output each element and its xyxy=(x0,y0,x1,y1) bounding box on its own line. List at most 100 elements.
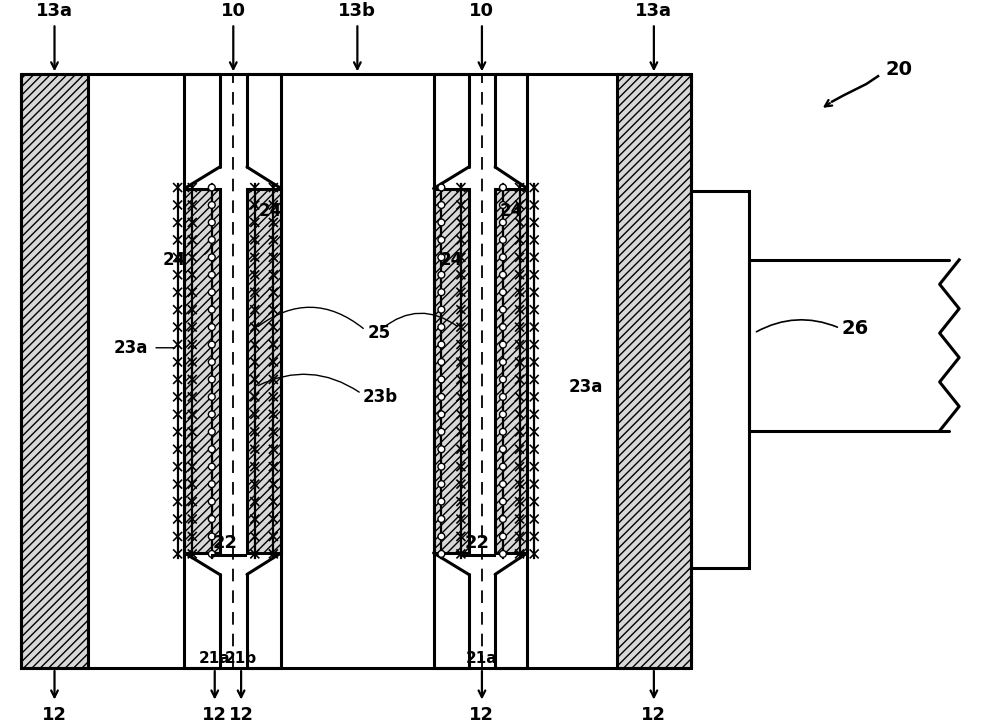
Circle shape xyxy=(500,271,506,278)
Text: 25: 25 xyxy=(367,324,391,342)
Circle shape xyxy=(208,306,215,313)
Circle shape xyxy=(438,428,445,435)
Circle shape xyxy=(438,184,445,191)
Circle shape xyxy=(438,393,445,401)
Circle shape xyxy=(500,219,506,226)
Circle shape xyxy=(500,428,506,435)
Circle shape xyxy=(208,271,215,278)
Circle shape xyxy=(500,341,506,348)
Circle shape xyxy=(438,254,445,261)
Text: 12: 12 xyxy=(202,707,227,724)
Bar xyxy=(691,191,749,568)
Text: 12: 12 xyxy=(42,707,67,724)
Circle shape xyxy=(500,393,506,401)
Circle shape xyxy=(500,236,506,244)
Text: 21a: 21a xyxy=(199,651,231,666)
Circle shape xyxy=(500,411,506,418)
Circle shape xyxy=(208,393,215,401)
Circle shape xyxy=(438,324,445,331)
Circle shape xyxy=(208,411,215,418)
Text: 10: 10 xyxy=(221,2,246,20)
Text: 26: 26 xyxy=(842,318,869,338)
Text: 12: 12 xyxy=(229,707,254,724)
Text: 12: 12 xyxy=(469,707,494,724)
Circle shape xyxy=(500,306,506,313)
Circle shape xyxy=(500,498,506,505)
Circle shape xyxy=(208,236,215,244)
Circle shape xyxy=(438,515,445,523)
Circle shape xyxy=(438,411,445,418)
Circle shape xyxy=(438,446,445,453)
Text: 10: 10 xyxy=(469,2,494,20)
Text: 21b: 21b xyxy=(225,651,257,666)
Bar xyxy=(21,74,88,668)
Circle shape xyxy=(500,515,506,523)
Circle shape xyxy=(208,428,215,435)
Circle shape xyxy=(500,358,506,366)
Circle shape xyxy=(438,271,445,278)
Circle shape xyxy=(500,550,506,558)
Circle shape xyxy=(500,376,506,383)
Text: 23a: 23a xyxy=(568,378,603,395)
Circle shape xyxy=(500,289,506,296)
Text: 22: 22 xyxy=(213,534,238,553)
Circle shape xyxy=(500,463,506,470)
Text: 24: 24 xyxy=(259,202,282,220)
Circle shape xyxy=(438,376,445,383)
Circle shape xyxy=(208,481,215,488)
Circle shape xyxy=(208,533,215,540)
Circle shape xyxy=(438,358,445,366)
Circle shape xyxy=(208,184,215,191)
Text: 12: 12 xyxy=(641,707,666,724)
Text: 13b: 13b xyxy=(338,2,376,20)
Circle shape xyxy=(208,550,215,558)
Bar xyxy=(495,188,527,553)
Text: 24: 24 xyxy=(500,202,523,220)
Circle shape xyxy=(438,341,445,348)
Circle shape xyxy=(438,306,445,313)
Text: 13a: 13a xyxy=(36,2,73,20)
Circle shape xyxy=(500,533,506,540)
Text: 24: 24 xyxy=(439,251,463,269)
Circle shape xyxy=(208,463,215,470)
Text: 23a: 23a xyxy=(114,339,148,357)
Circle shape xyxy=(208,289,215,296)
Circle shape xyxy=(500,446,506,453)
Bar xyxy=(88,74,182,668)
Circle shape xyxy=(500,254,506,261)
Bar xyxy=(247,188,281,553)
Circle shape xyxy=(438,550,445,558)
Text: 24: 24 xyxy=(162,251,185,269)
Text: 22: 22 xyxy=(465,534,490,553)
Circle shape xyxy=(208,324,215,331)
Text: 23b: 23b xyxy=(362,387,398,406)
Bar xyxy=(283,74,432,668)
Circle shape xyxy=(208,219,215,226)
Circle shape xyxy=(438,219,445,226)
Circle shape xyxy=(208,201,215,209)
Circle shape xyxy=(208,446,215,453)
Circle shape xyxy=(208,515,215,523)
Circle shape xyxy=(438,481,445,488)
Circle shape xyxy=(438,289,445,296)
Circle shape xyxy=(438,498,445,505)
Text: 21a: 21a xyxy=(466,651,498,666)
Circle shape xyxy=(208,341,215,348)
Circle shape xyxy=(208,498,215,505)
Circle shape xyxy=(438,201,445,209)
Circle shape xyxy=(438,463,445,470)
Bar xyxy=(184,188,220,553)
Bar xyxy=(434,188,469,553)
Circle shape xyxy=(208,358,215,366)
Circle shape xyxy=(500,184,506,191)
Circle shape xyxy=(438,533,445,540)
Circle shape xyxy=(500,324,506,331)
Text: 13a: 13a xyxy=(635,2,672,20)
Bar xyxy=(617,74,691,668)
Circle shape xyxy=(500,201,506,209)
Circle shape xyxy=(500,481,506,488)
Circle shape xyxy=(208,376,215,383)
Text: 20: 20 xyxy=(886,60,913,79)
Circle shape xyxy=(208,254,215,261)
Circle shape xyxy=(438,236,445,244)
